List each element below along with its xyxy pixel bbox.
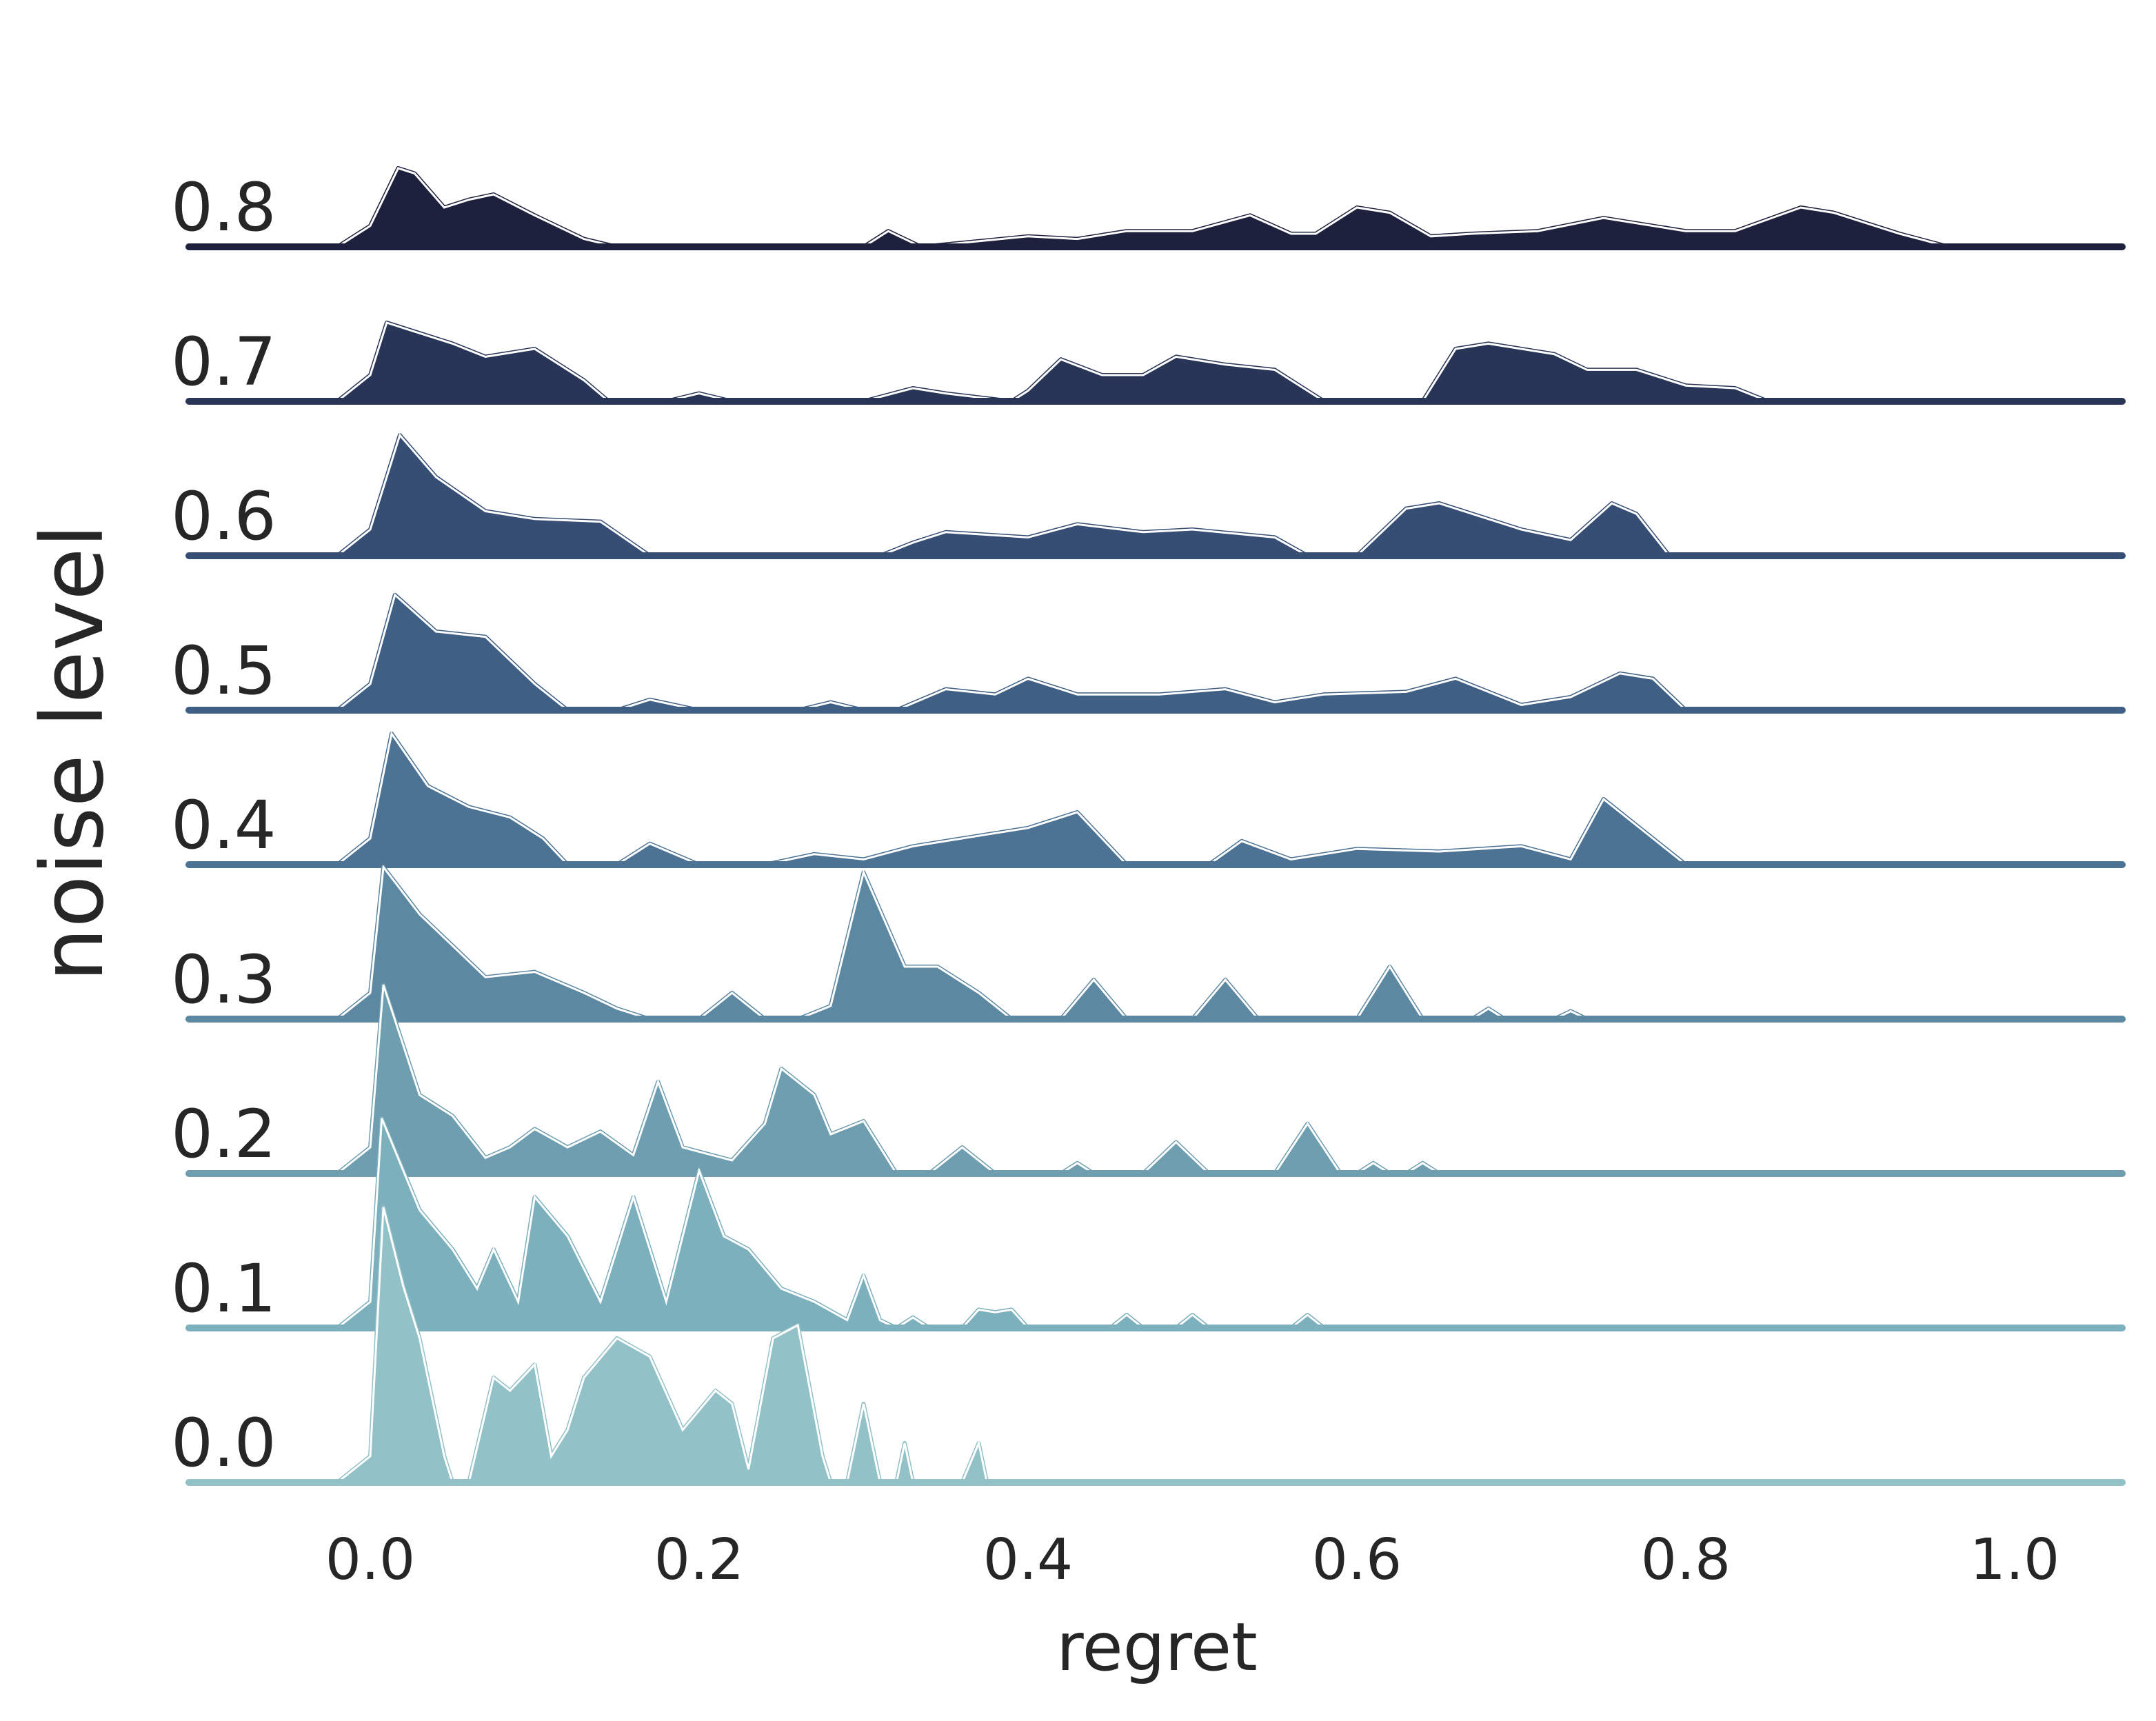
ridge-row: 0.7 — [171, 321, 2126, 405]
ridge-outline — [336, 433, 2122, 557]
row-label: 0.8 — [171, 169, 276, 246]
row-label: 0.7 — [171, 323, 276, 401]
ridge-area — [187, 592, 2124, 712]
ridge-area — [187, 166, 2124, 249]
x-tick-label: 0.2 — [654, 1527, 744, 1593]
ridge-outline — [336, 167, 2122, 248]
ridge-outline — [336, 731, 2122, 866]
row-label: 0.5 — [171, 632, 276, 709]
ridge-row: 0.8 — [171, 166, 2126, 250]
ridge-outline — [336, 1207, 2122, 1484]
ridge-outline — [336, 321, 2122, 403]
ridge-outline — [336, 593, 2122, 712]
x-tick-label: 0.6 — [1312, 1527, 1402, 1593]
ridge-area — [187, 433, 2124, 558]
row-label: 0.3 — [171, 941, 276, 1018]
ridge-row: 0.5 — [171, 592, 2126, 714]
ridge-row: 0.2 — [171, 983, 2126, 1177]
row-label: 0.6 — [171, 478, 276, 555]
ridge-row: 0.4 — [171, 731, 2126, 868]
ridge-row: 0.3 — [171, 864, 2126, 1023]
ridge-row: 0.0 — [171, 1205, 2126, 1486]
ridge-area — [187, 865, 2124, 1021]
ridge-row: 0.6 — [171, 433, 2126, 559]
row-label: 0.2 — [171, 1096, 276, 1173]
x-tick-label: 0.4 — [983, 1527, 1073, 1593]
x-axis-title: regret — [1056, 1609, 1257, 1686]
x-tick-label: 0.8 — [1641, 1527, 1731, 1593]
x-tick-label: 1.0 — [1970, 1527, 2059, 1593]
row-label: 0.4 — [171, 787, 276, 864]
row-label: 0.0 — [171, 1405, 276, 1482]
ridge-area — [187, 321, 2124, 403]
x-axis-ticks: 0.0 0.2 0.4 0.6 0.8 1.0 — [325, 1527, 2059, 1593]
row-label: 0.1 — [171, 1250, 276, 1327]
ridge-area — [187, 732, 2124, 867]
y-axis-title: noise level — [23, 524, 123, 982]
x-tick-label: 0.0 — [325, 1527, 415, 1593]
ridge-rows: 0.8 0.7 0.6 0.5 0.4 0.3 0.2 0.1 0.0 — [171, 166, 2126, 1486]
